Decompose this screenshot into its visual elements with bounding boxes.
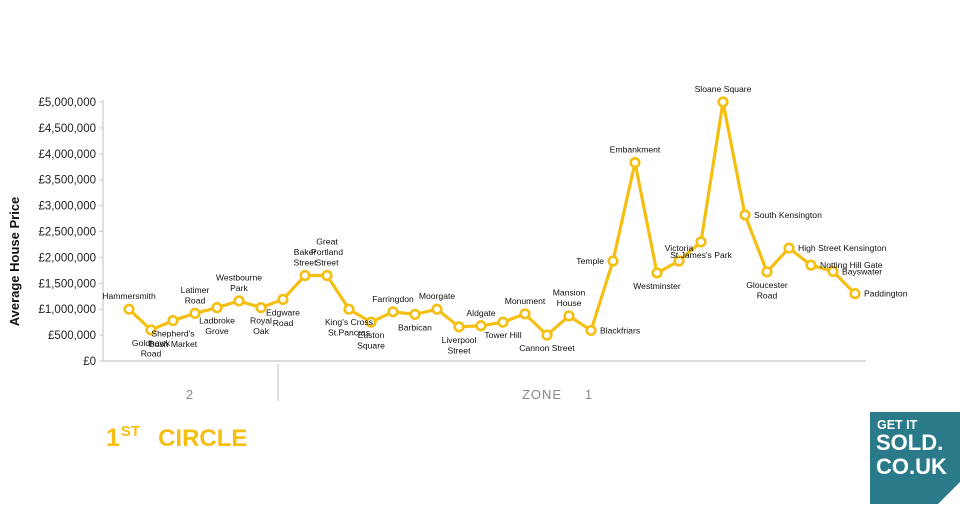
station-marker [277, 293, 289, 305]
station-label: Victoria [665, 243, 694, 253]
station-label: Ladbroke Grove [199, 316, 235, 337]
station-marker [629, 157, 641, 169]
station-label: Moorgate [419, 291, 456, 301]
station-marker [387, 306, 399, 318]
station-marker [211, 302, 223, 314]
y-tick-label: £2,500,000 [38, 227, 96, 239]
y-tick-label: £2,000,000 [38, 252, 96, 264]
station-label: Gloucester Road [746, 280, 788, 301]
station-marker [519, 308, 531, 320]
station-marker [805, 259, 817, 271]
logo-line-2: SOLD. [876, 430, 944, 455]
station-marker [783, 242, 795, 254]
zone-label: 1 [585, 387, 593, 402]
station-label: Shepherd's Bush Market [149, 329, 198, 350]
station-marker [123, 303, 135, 315]
getitsold-logo[interactable]: GET IT SOLD. CO.UK [870, 412, 960, 504]
station-label: Westminster [633, 281, 681, 291]
station-label: Temple [576, 256, 604, 266]
station-marker [761, 266, 773, 278]
station-marker [497, 316, 509, 328]
series-path [127, 100, 857, 337]
station-marker [233, 295, 245, 307]
y-tick-label: £4,000,000 [38, 149, 96, 161]
station-label: Liverpool Street [442, 335, 477, 356]
station-marker [299, 269, 311, 282]
y-axis-label: Average House Price [7, 197, 22, 327]
station-marker [453, 321, 465, 333]
station-marker [255, 302, 267, 314]
station-marker [651, 267, 663, 279]
station-label: Latimer Road [181, 285, 210, 306]
station-label: Aldgate [466, 308, 495, 318]
station-marker [563, 310, 575, 322]
y-tick-label: £1,000,000 [38, 304, 96, 316]
y-tick-label: £3,000,000 [38, 201, 96, 213]
station-marker [321, 269, 333, 282]
line-title: 1ST CIRCLE [106, 423, 248, 453]
logo-line-3: CO.UK [876, 454, 947, 479]
station-label: Great Portland Street [311, 237, 343, 268]
station-label: Cannon Street [519, 343, 575, 353]
station-label: Sloane Square [695, 84, 752, 94]
station-marker [409, 308, 421, 320]
station-label: Goldhawk Road [132, 338, 171, 359]
station-marker [585, 324, 597, 337]
station-marker [541, 329, 553, 341]
station-marker [189, 307, 201, 319]
series-line [123, 96, 861, 341]
y-tick-label: £500,000 [48, 330, 96, 342]
axes [99, 100, 866, 362]
station-label: High Street Kensington [798, 243, 887, 253]
station-marker [145, 324, 157, 336]
station-marker [475, 320, 487, 332]
zone-labels: 2 ZONE 1 [186, 364, 593, 402]
y-tick-label: £0 [83, 356, 96, 368]
station-label: Royal Oak [250, 316, 272, 337]
logo-line-1: GET IT [877, 418, 918, 432]
station-marker [739, 209, 751, 221]
station-marker [717, 96, 729, 108]
station-label: Mansion House [553, 287, 586, 308]
station-label: Notting Hill Gate [820, 260, 883, 270]
station-marker [431, 303, 443, 315]
y-tick-labels: £0 £500,000 £1,000,000 £1,500,000 £2,000,000… [38, 97, 96, 368]
station-label: St.James's Park [670, 250, 733, 260]
y-tick-label: £3,500,000 [38, 175, 96, 187]
station-marker [827, 265, 839, 277]
station-marker [849, 288, 861, 300]
zone-label: 2 [186, 387, 194, 402]
station-marker [167, 314, 179, 327]
station-label: Baker Street [294, 247, 318, 268]
station-marker [343, 303, 355, 315]
y-tick-label: £4,500,000 [38, 123, 96, 135]
line-title-suffix: ST [120, 423, 141, 440]
line-title-number: 1 [106, 424, 120, 452]
logo-corner [938, 482, 960, 504]
station-label: Monument [505, 296, 546, 306]
station-label: Embankment [610, 145, 661, 155]
station-label: Tower Hill [484, 330, 521, 340]
y-tick-label: £5,000,000 [38, 97, 96, 109]
station-label: Paddington [864, 289, 908, 299]
zone-label: ZONE [522, 387, 562, 402]
station-marker [673, 255, 685, 267]
station-label: Edgware Road [266, 307, 300, 328]
station-label: Blackfriars [600, 325, 640, 335]
line-title-word: CIRCLE [158, 425, 248, 452]
y-tick-label: £1,500,000 [38, 278, 96, 290]
station-label: Westbourne Park [216, 272, 262, 293]
station-marker [695, 236, 707, 248]
station-label: Farringdon [372, 294, 414, 304]
station-label: King's Cross St.Pancras [325, 317, 373, 338]
station-label: Euston Square [357, 330, 385, 351]
station-label: Barbican [398, 322, 432, 332]
station-marker [607, 255, 619, 267]
station-label: Bayswater [842, 266, 882, 276]
station-marker [365, 316, 377, 328]
station-label: Hammersmith [102, 291, 156, 301]
station-label: South Kensington [754, 210, 822, 220]
